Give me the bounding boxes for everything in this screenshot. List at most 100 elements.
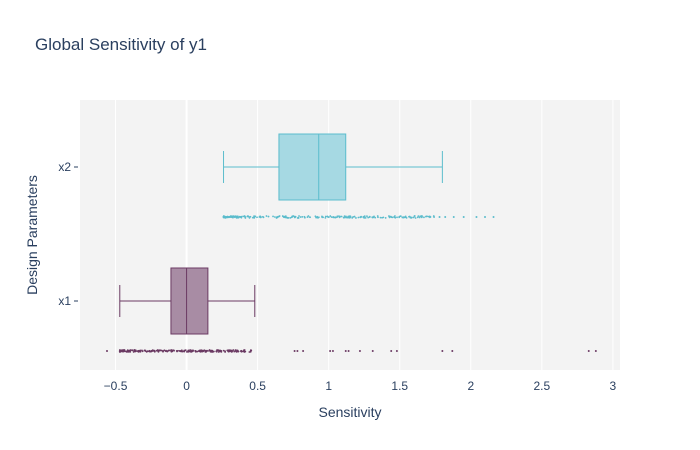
data-point (191, 349, 194, 352)
x-tick-label: 2 (467, 379, 474, 393)
data-point (146, 350, 149, 353)
data-point (396, 216, 398, 219)
data-point (416, 216, 419, 219)
data-point (189, 350, 192, 353)
data-point (259, 216, 262, 219)
data-point (211, 349, 214, 352)
y-tick-label: x2 (58, 160, 71, 174)
data-point (242, 215, 244, 218)
data-point (374, 216, 377, 219)
data-point (307, 215, 310, 217)
data-point (122, 350, 125, 353)
data-point (344, 216, 346, 219)
data-point (243, 349, 246, 352)
data-point (301, 215, 304, 218)
data-point (274, 216, 276, 218)
data-point (118, 349, 121, 352)
data-point (346, 216, 349, 219)
data-point (253, 217, 256, 219)
data-point (236, 350, 239, 352)
data-point (178, 350, 181, 352)
x-tick-label: 0 (183, 379, 190, 393)
data-point (317, 216, 320, 219)
data-point (299, 216, 302, 218)
y-axis: x1 x2 (58, 160, 78, 308)
data-point (308, 216, 311, 219)
data-point (364, 216, 367, 219)
data-point (210, 351, 213, 353)
x-tick-label: 2.5 (533, 379, 550, 393)
x-tick-label: 3 (610, 379, 617, 393)
data-point (330, 216, 333, 219)
data-point (189, 349, 191, 351)
data-point (343, 215, 346, 218)
outlier-point (594, 350, 597, 352)
data-point (233, 216, 236, 218)
data-point (398, 216, 401, 219)
data-point (379, 216, 382, 219)
box-group-x2 (222, 133, 495, 219)
data-point (334, 216, 337, 219)
data-point (124, 350, 127, 353)
data-point (355, 217, 357, 219)
x-tick-label: 0.5 (249, 379, 266, 393)
data-point (384, 217, 387, 219)
data-point (404, 216, 407, 219)
data-point (289, 216, 292, 219)
data-point (224, 215, 227, 218)
data-point (173, 349, 176, 352)
outlier-point (302, 350, 305, 352)
x-axis: −0.5 0 0.5 1 1.5 2 2.5 3 (104, 379, 617, 393)
data-point (265, 215, 268, 217)
data-point (122, 349, 125, 352)
x-tick-label: 1 (325, 379, 332, 393)
data-point (329, 215, 332, 217)
data-point (202, 349, 205, 352)
data-point (419, 215, 422, 218)
outlier-point (347, 350, 350, 352)
data-point (366, 215, 368, 218)
outlier-point (462, 216, 465, 218)
data-point (187, 350, 190, 353)
outlier-point (331, 350, 334, 352)
data-point (326, 215, 329, 218)
iqr-box (170, 267, 209, 335)
data-point (367, 216, 370, 219)
outlier-point (451, 350, 454, 352)
data-point (153, 350, 156, 353)
data-point (409, 216, 412, 219)
data-point (401, 216, 404, 219)
data-point (357, 216, 360, 219)
data-point (236, 215, 239, 218)
data-point (144, 349, 147, 352)
data-point (276, 216, 278, 218)
data-point (349, 216, 352, 219)
outlier-point (329, 350, 332, 352)
data-point (159, 349, 161, 352)
data-point (244, 216, 247, 218)
data-point (394, 215, 396, 217)
data-point (230, 215, 232, 218)
data-point (363, 215, 366, 218)
data-point (272, 215, 274, 218)
data-point (201, 350, 203, 353)
data-point (176, 350, 178, 353)
data-point (372, 216, 375, 219)
data-point (342, 216, 345, 219)
data-point (388, 215, 391, 218)
data-point (353, 215, 356, 218)
data-point (291, 215, 294, 218)
data-point (414, 217, 417, 219)
outlier-point (293, 350, 296, 352)
iqr-box (278, 133, 347, 201)
data-point (233, 350, 236, 353)
data-point (423, 216, 425, 219)
data-point (170, 349, 173, 352)
outlier-point (358, 350, 361, 352)
data-point (413, 215, 416, 217)
data-point (222, 349, 225, 352)
outlier-point (390, 350, 393, 352)
data-point (327, 216, 330, 219)
data-point (148, 350, 151, 353)
data-point (126, 350, 129, 353)
